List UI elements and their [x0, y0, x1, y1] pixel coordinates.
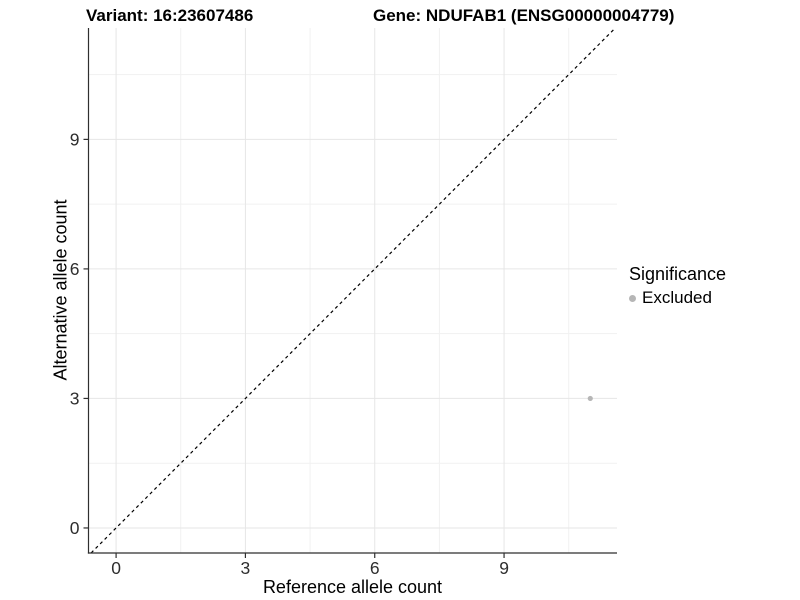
x-tick-label: 0 [111, 558, 121, 578]
y-tick-label: 0 [70, 518, 80, 538]
legend-entry: Excluded [629, 288, 726, 308]
gene-title: Gene: NDUFAB1 (ENSG00000004779) [373, 6, 675, 25]
y-tick-label: 6 [70, 259, 80, 279]
x-tick-label: 9 [499, 558, 509, 578]
data-point [587, 395, 593, 402]
x-tick-label: 3 [241, 558, 251, 578]
legend-point-icon [629, 294, 636, 302]
y-axis-label: Alternative allele count [50, 199, 71, 381]
legend-entry-label: Excluded [642, 288, 712, 307]
y-tick-label: 9 [70, 129, 80, 149]
legend-title: Significance [629, 264, 727, 284]
y-tick-label: 3 [70, 388, 80, 408]
identity-line [90, 27, 616, 554]
x-axis-label: Reference allele count [262, 577, 443, 597]
x-tick-label: 6 [370, 558, 380, 578]
variant-title: Variant: 16:23607486 [86, 6, 254, 25]
legend-entries: Excluded [629, 288, 726, 308]
legend: Significance Excluded [629, 264, 726, 308]
